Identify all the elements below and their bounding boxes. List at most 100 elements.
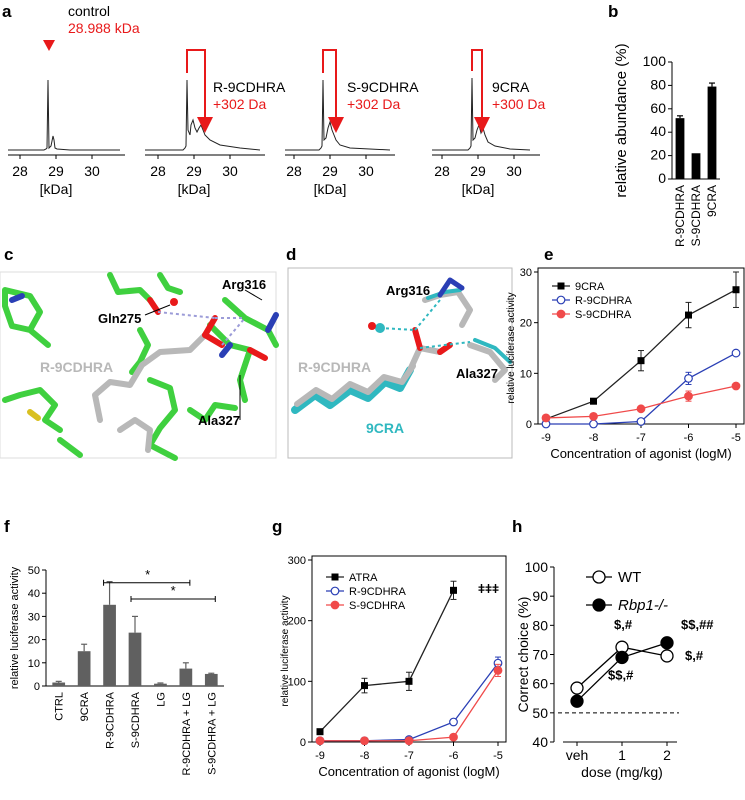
y-tick-label: 20 (650, 147, 666, 163)
x-tick-label: -9 (541, 432, 551, 444)
data-point (315, 736, 325, 746)
category-label: 9CRA (79, 691, 91, 721)
bar (77, 651, 91, 686)
series-line (319, 590, 455, 733)
mass-shift-arrow-icon (322, 49, 344, 133)
tick-label: 28 (434, 163, 450, 179)
residue-label: Ala327 (198, 413, 240, 428)
x-tick-label: -7 (636, 432, 646, 444)
panel-label-h: h (512, 517, 522, 536)
y-tick-label: 40 (650, 123, 666, 139)
x-tick-label: -6 (684, 432, 694, 444)
y-tick-label: 10 (520, 368, 532, 380)
triangle-marker-icon (43, 40, 55, 51)
y-tick-label: 80 (650, 76, 666, 92)
y-tick-label: 30 (520, 267, 532, 279)
axis-unit: [kDa] (314, 181, 347, 197)
legend-label: S-9CDHRA (575, 309, 632, 321)
data-point (636, 404, 646, 414)
category-label: S-9CDHRA (689, 185, 703, 246)
category-label: 9CRA (705, 185, 719, 217)
x-tick-label: -8 (589, 432, 599, 444)
tick-label: 30 (358, 163, 374, 179)
spectrum-r-9cdhra: 28 29 30 [kDa] R-9CDHRA +302 Da (145, 49, 286, 197)
tick-label: 30 (84, 163, 100, 179)
panel-a-spectra: 28 29 30 [kDa] control 28.988 kDa 28 29 … (8, 3, 546, 197)
legend-marker (592, 598, 606, 612)
ligand-label: 9CRA (366, 420, 404, 436)
y-tick-label: 50 (28, 565, 40, 577)
y-tick-label: 70 (532, 647, 548, 663)
significance-label: $,# (685, 648, 704, 663)
panel-label-c: c (4, 245, 13, 264)
data-point (731, 381, 741, 391)
spectrum-title: control (68, 3, 110, 19)
plot-frame (311, 555, 507, 743)
data-point (450, 586, 457, 594)
data-point (570, 681, 584, 695)
data-point (316, 728, 324, 736)
axis-unit: [kDa] (178, 181, 211, 197)
residue-label: Arg316 (222, 277, 266, 292)
bar (204, 673, 218, 686)
tick-label: 29 (48, 163, 64, 179)
spectrum-title: 9CRA (492, 79, 530, 95)
spectrum-9cra: 28 29 30 [kDa] 9CRA +300 Da (432, 49, 546, 197)
x-tick-label: veh (566, 747, 589, 763)
ligand-label: R-9CDHRA (298, 359, 371, 375)
data-point (660, 636, 674, 650)
data-point (590, 397, 597, 405)
panel-label-f: f (4, 517, 10, 536)
y-tick-label: 10 (28, 658, 40, 670)
tick-label: 29 (470, 163, 486, 179)
panel-label-g: g (272, 517, 282, 536)
data-point (732, 286, 740, 294)
bar (675, 118, 685, 179)
y-tick-label: 100 (525, 559, 549, 575)
y-tick-label: 60 (650, 100, 666, 116)
y-tick-label: 30 (28, 611, 40, 623)
y-tick-label: 0 (526, 419, 532, 431)
y-tick-label: 40 (28, 588, 40, 600)
bar (691, 153, 701, 179)
legend-label: Rbp1-/- (618, 597, 668, 614)
legend-marker (557, 282, 565, 290)
data-point (589, 419, 598, 429)
significance-label: $,# (614, 617, 633, 632)
panel-label-a: a (2, 2, 12, 21)
y-tick-label: 200 (288, 616, 306, 628)
data-point (404, 736, 414, 746)
data-point (636, 417, 646, 426)
axis-unit: [kDa] (462, 181, 495, 197)
tick-label: 30 (222, 163, 238, 179)
panel-label-e: e (544, 245, 553, 264)
y-tick-label: 60 (532, 676, 548, 692)
bar (103, 604, 116, 686)
chart-f: 0 10 20 30 40 50 CTRL 9CRA R-9CDHRA S-9CDHRA LG R-9… (9, 565, 224, 775)
x-tick-label: 2 (663, 747, 671, 763)
legend-marker (330, 586, 340, 596)
plot-frame (537, 267, 745, 425)
significance-label: $$,# (608, 667, 634, 682)
category-label: CTRL (54, 692, 66, 721)
category-label: LG (155, 692, 167, 707)
x-tick-label: -5 (731, 432, 741, 444)
data-point (361, 682, 368, 690)
data-point (493, 666, 503, 675)
bar (179, 668, 193, 686)
panel-c-structure: Arg316 Gln275 R-9CDHRA Ala327 (0, 271, 279, 461)
data-point (731, 348, 741, 358)
panel-d-structure: Arg316 R-9CDHRA Ala327 9CRA (287, 267, 513, 459)
tick-label: 29 (186, 163, 202, 179)
bar (707, 86, 717, 179)
y-tick-label: 0 (658, 170, 666, 186)
data-point (570, 694, 584, 708)
data-point (684, 391, 693, 401)
ligand-label: R-9CDHRA (40, 359, 113, 375)
data-point (449, 732, 458, 742)
tick-label: 30 (506, 163, 522, 179)
spectrum-title: R-9CDHRA (213, 79, 286, 95)
data-point (589, 412, 598, 421)
